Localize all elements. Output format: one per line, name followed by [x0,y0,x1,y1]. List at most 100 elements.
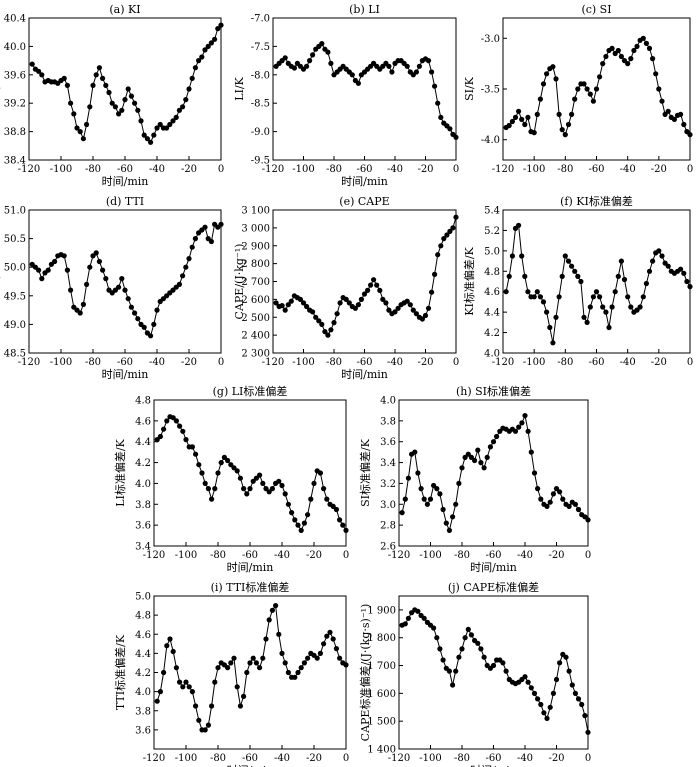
data-point [562,132,568,138]
y-tick-label: 48.5 [4,349,26,360]
y-tick-label: 4.2 [135,458,151,469]
data-point [412,449,418,455]
data-point [484,454,490,460]
data-point [383,300,389,306]
data-point [525,289,531,295]
plot-frame [272,209,457,354]
x-tick-label: 0 [687,357,693,368]
data-point [429,289,435,295]
x-tick-label: -120 [262,164,284,175]
y-tick-label: 2 900 [241,241,270,252]
data-point [575,86,581,92]
data-point [349,72,355,78]
y-tick-label: 2 400 [241,331,270,342]
data-point [189,444,195,450]
x-tick-label: 0 [585,753,591,764]
data-point [424,501,430,507]
data-point [572,268,578,274]
data-point [209,703,215,709]
data-point [212,36,218,42]
data-point [509,118,515,125]
data-point [528,685,534,691]
x-tick-label: -100 [50,164,72,175]
data-point [325,332,331,338]
data-point [553,486,560,492]
y-tick-label: 4.2 [135,668,151,679]
data-point [681,121,687,128]
x-tick-label: -80 [210,753,226,764]
x-tick-label: 0 [343,753,349,764]
data-point [534,289,540,295]
data-point [575,273,581,279]
y-tick-label: -3.5 [481,85,500,96]
data-point [237,703,243,709]
x-tick-label: -20 [306,753,322,764]
data-point [173,114,179,120]
data-point [569,263,575,269]
x-tick-label: -40 [387,164,403,175]
data-point [325,49,331,55]
data-point [250,655,256,661]
data-point [135,107,141,113]
data-point [603,53,609,60]
data-point [559,127,565,133]
y-tick-label: 3.6 [380,437,396,448]
data-point [157,433,163,440]
data-point [215,470,221,476]
data-point [151,132,157,138]
data-point [161,669,167,676]
data-point [196,58,202,64]
y-tick-label: -8.5 [251,99,270,110]
data-point [422,312,429,319]
y-axis-label: LI标准偏差/K [113,438,127,506]
data-point [285,669,291,676]
series-line [275,217,457,336]
data-point [434,635,440,641]
y-tick-label: 1 600 [367,689,396,700]
y-tick-label: 3.8 [380,416,396,427]
data-point [144,136,150,142]
y-tick-label: -7.5 [251,42,270,53]
data-point [202,224,208,230]
chart-panel: (j) CAPE标准偏差 -120 -100 -80 -60 -40 -20 0 1 400 1 … [358,580,591,767]
data-point [96,65,102,71]
data-point [557,489,563,495]
y-tick-label: 4.2 [484,328,500,339]
data-point [563,654,569,660]
y-tick-label: 4.0 [135,479,151,490]
data-point [112,104,118,110]
x-tick-label: -60 [485,753,501,764]
data-point [170,118,176,124]
data-point [687,284,693,290]
data-point [431,482,437,489]
y-tick-label: 5.0 [135,592,151,603]
data-point [100,75,106,81]
data-point [61,253,67,259]
data-point [432,271,438,277]
data-point [405,475,411,481]
x-tick-label: -120 [492,164,514,175]
data-point [330,503,336,509]
x-tick-label: -120 [143,753,165,764]
y-tick-label: 3.8 [135,500,151,511]
data-point [419,316,425,322]
data-point [540,299,547,305]
data-point [321,641,327,647]
data-point [578,278,584,285]
data-point [557,660,563,666]
data-point [487,444,493,450]
data-point [481,465,487,471]
data-point [337,655,343,661]
data-point [295,522,301,528]
data-point [453,134,459,140]
data-point [64,267,70,273]
data-point [231,465,237,471]
data-point [506,122,512,129]
data-point [257,472,263,478]
data-point [681,270,687,276]
data-point [500,660,506,666]
data-point [282,307,288,313]
data-point [269,607,275,613]
data-point [119,276,125,282]
data-point [503,668,509,674]
